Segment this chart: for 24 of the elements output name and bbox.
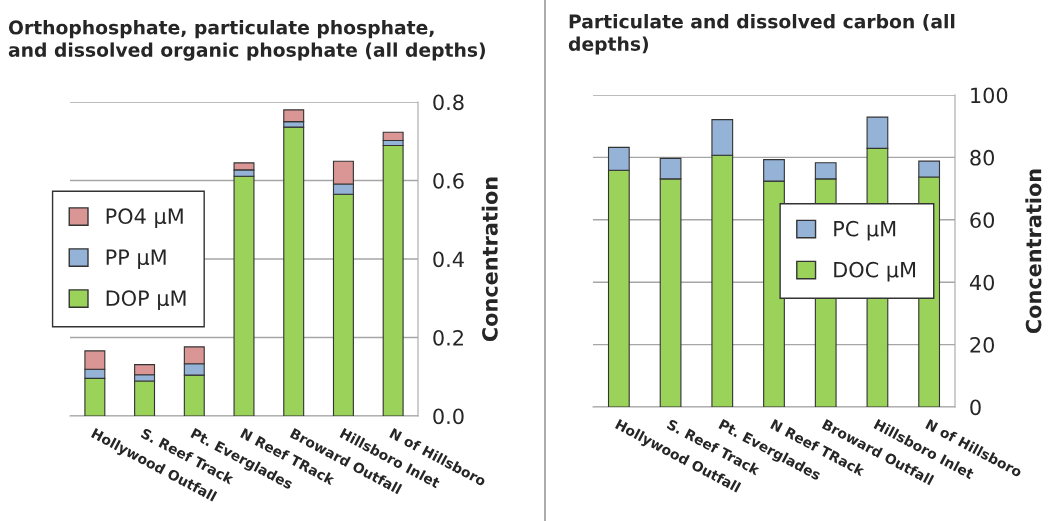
legend-label: PP µM <box>106 249 166 270</box>
y-tick-label: 20 <box>970 337 995 353</box>
y-axis-title: Concentration <box>481 177 498 342</box>
chart-title: Orthophosphate, particulate phosphate, and dissolved organic phosphate (all depths) <box>8 20 485 61</box>
legend-label: PC µM <box>834 220 896 241</box>
bar <box>382 145 404 416</box>
y-tick-label: 0.4 <box>433 251 464 268</box>
bar <box>233 175 255 416</box>
legend-label: DOC µM <box>834 261 916 282</box>
bar <box>283 126 305 416</box>
y-tick-label: 0 <box>970 399 981 416</box>
legend-label: DOP µM <box>106 290 186 311</box>
y-tick-label: 80 <box>970 149 995 166</box>
legend-label: PO4 µM <box>106 208 183 229</box>
bar <box>382 131 404 142</box>
y-tick-label: 40 <box>969 274 995 291</box>
y-tick-label: 0.0 <box>433 408 464 425</box>
chart-title: Particulate and dissolved carbon (all depths) <box>568 14 955 55</box>
y-tick-label: 0.6 <box>433 172 464 189</box>
y-tick-label: 0.2 <box>433 329 463 346</box>
y-axis-title: Concentration <box>1025 169 1042 334</box>
y-tick-label: 100 <box>971 87 1008 104</box>
y-tick-label: 60 <box>970 212 995 229</box>
y-tick-label: 0.8 <box>433 94 464 111</box>
